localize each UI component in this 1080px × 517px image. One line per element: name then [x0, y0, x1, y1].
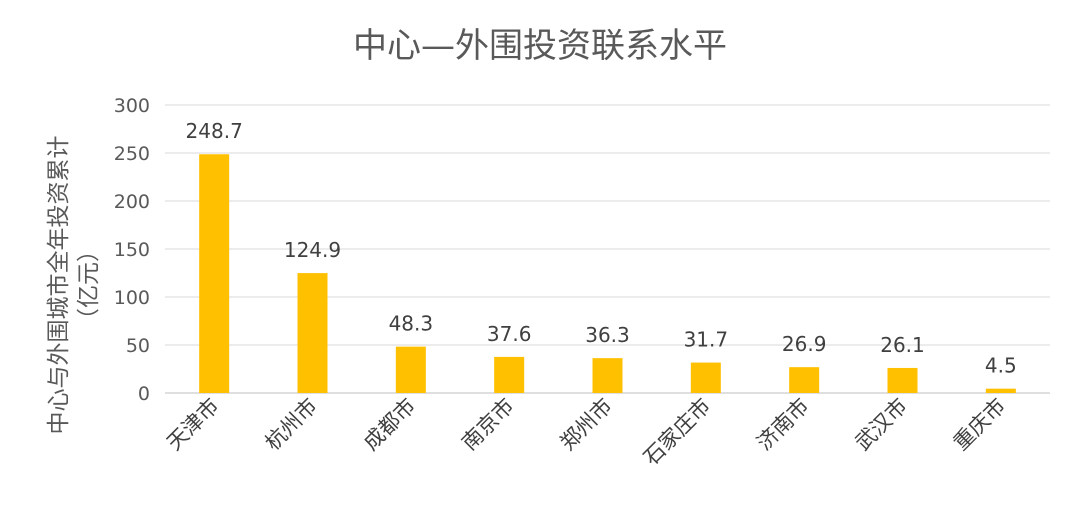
x-category-label: 济南市	[752, 394, 814, 456]
y-tick-label: 250	[114, 143, 150, 165]
y-tick-label: 50	[126, 335, 150, 357]
y-tick-label: 150	[114, 239, 150, 261]
data-label: 31.7	[684, 328, 729, 352]
bar	[985, 388, 1016, 393]
bar	[789, 367, 820, 393]
y-tick-labels: 0 50 100 150 200 250 300	[114, 95, 150, 405]
bar	[494, 356, 525, 393]
y-tick-label: 0	[138, 383, 150, 405]
y-axis-title-line2: （亿元）	[76, 239, 102, 331]
y-tick-label: 200	[114, 191, 150, 213]
y-axis-title: 中心与外围城市全年投资累计 （亿元）	[46, 136, 102, 435]
data-labels: 248.7 124.9 48.3 37.6 36.3 31.7 26.9 26.1 4.5	[186, 119, 1017, 377]
y-axis-title-line1: 中心与外围城市全年投资累计	[46, 136, 72, 435]
data-label: 124.9	[284, 238, 341, 262]
chart-title: 中心—外围投资联系水平	[353, 26, 727, 66]
y-tick-label: 100	[114, 287, 150, 309]
x-category-label: 石家庄市	[639, 394, 715, 470]
data-label: 36.3	[585, 323, 630, 347]
x-category-label: 重庆市	[949, 394, 1011, 456]
data-label: 48.3	[389, 312, 434, 336]
bar	[297, 273, 328, 393]
bar	[592, 358, 623, 393]
x-category-label: 成都市	[359, 394, 421, 456]
data-label: 248.7	[186, 119, 243, 143]
data-label: 26.9	[782, 332, 827, 356]
data-label: 4.5	[985, 354, 1017, 378]
x-category-label: 杭州市	[261, 394, 323, 456]
bar	[199, 154, 230, 393]
bar	[690, 362, 721, 393]
x-category-label: 郑州市	[556, 394, 618, 456]
x-category-label: 天津市	[162, 394, 224, 456]
x-category-labels: 天津市 杭州市 成都市 南京市 郑州市 石家庄市 济南市 武汉市 重庆市	[162, 394, 1010, 470]
x-category-label: 南京市	[457, 394, 519, 456]
x-category-label: 武汉市	[851, 394, 913, 456]
data-label: 37.6	[487, 322, 532, 346]
y-tick-label: 300	[114, 95, 150, 117]
bar	[887, 367, 918, 393]
bar	[395, 346, 426, 393]
bars	[199, 154, 1016, 393]
data-label: 26.1	[880, 333, 925, 357]
